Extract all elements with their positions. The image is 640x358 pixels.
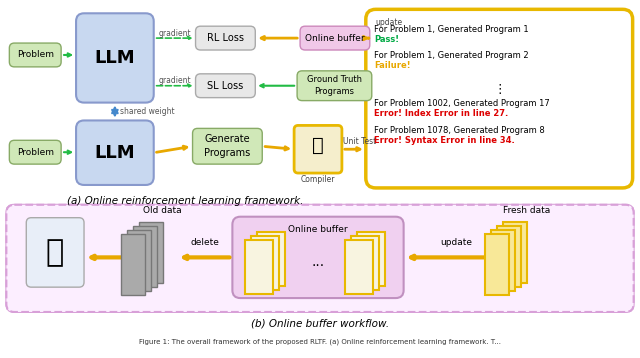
FancyBboxPatch shape — [196, 26, 255, 50]
Text: For Problem 1002, Generated Program 17: For Problem 1002, Generated Program 17 — [374, 98, 550, 108]
FancyBboxPatch shape — [133, 226, 157, 287]
FancyBboxPatch shape — [232, 217, 404, 298]
Text: delete: delete — [190, 238, 219, 247]
Text: Error! Syntax Error in line 34.: Error! Syntax Error in line 34. — [374, 136, 515, 145]
FancyBboxPatch shape — [351, 236, 379, 290]
Text: Online buffer: Online buffer — [288, 224, 348, 234]
Text: gradient: gradient — [158, 29, 191, 38]
FancyBboxPatch shape — [193, 129, 262, 164]
Text: 🗑️: 🗑️ — [46, 238, 64, 267]
Text: Programs: Programs — [204, 148, 250, 158]
FancyBboxPatch shape — [139, 222, 163, 283]
FancyBboxPatch shape — [6, 205, 634, 312]
FancyBboxPatch shape — [497, 226, 521, 287]
FancyBboxPatch shape — [121, 233, 145, 295]
Text: ⋮: ⋮ — [493, 83, 506, 96]
Text: RL Loss: RL Loss — [207, 33, 244, 43]
FancyBboxPatch shape — [6, 205, 634, 312]
Text: Old data: Old data — [143, 206, 182, 215]
Text: LLM: LLM — [95, 144, 135, 162]
FancyBboxPatch shape — [196, 74, 255, 98]
Text: Problem: Problem — [17, 148, 54, 157]
Text: LLM: LLM — [95, 49, 135, 67]
Text: update: update — [440, 238, 472, 247]
Text: SL Loss: SL Loss — [207, 81, 244, 91]
Text: Fresh data: Fresh data — [504, 206, 551, 215]
FancyBboxPatch shape — [76, 13, 154, 103]
FancyBboxPatch shape — [252, 236, 279, 290]
Text: Pass!: Pass! — [374, 35, 399, 44]
FancyBboxPatch shape — [127, 229, 151, 291]
FancyBboxPatch shape — [76, 120, 154, 185]
Text: Compiler: Compiler — [301, 174, 335, 184]
Text: update: update — [376, 18, 403, 27]
FancyBboxPatch shape — [345, 240, 372, 294]
FancyBboxPatch shape — [357, 232, 385, 286]
Text: Failure!: Failure! — [374, 61, 410, 70]
Text: For Problem 1, Generated Program 1: For Problem 1, Generated Program 1 — [374, 25, 529, 34]
FancyBboxPatch shape — [245, 240, 273, 294]
Text: 🤖: 🤖 — [312, 136, 324, 155]
Text: shared weight: shared weight — [120, 107, 175, 116]
Text: (a) Online reinforcement learning framework.: (a) Online reinforcement learning framew… — [67, 196, 304, 206]
Text: Unit Test: Unit Test — [343, 137, 376, 146]
FancyBboxPatch shape — [492, 229, 515, 291]
FancyBboxPatch shape — [297, 71, 372, 101]
FancyBboxPatch shape — [294, 125, 342, 173]
Text: (b) Online buffer workflow.: (b) Online buffer workflow. — [251, 319, 389, 329]
Text: Figure 1: The overall framework of the proposed RLTF. (a) Online reinforcement l: Figure 1: The overall framework of the p… — [139, 339, 501, 345]
Text: Online buffer: Online buffer — [305, 34, 365, 43]
Text: Problem: Problem — [17, 50, 54, 59]
Text: ...: ... — [312, 255, 324, 269]
FancyBboxPatch shape — [366, 9, 632, 188]
Text: Error! Index Error in line 27.: Error! Index Error in line 27. — [374, 108, 508, 117]
FancyBboxPatch shape — [26, 218, 84, 287]
Text: gradient: gradient — [158, 76, 191, 85]
Text: Generate: Generate — [205, 134, 250, 144]
FancyBboxPatch shape — [257, 232, 285, 286]
FancyBboxPatch shape — [300, 26, 370, 50]
FancyBboxPatch shape — [10, 43, 61, 67]
FancyBboxPatch shape — [485, 233, 509, 295]
Text: Programs: Programs — [314, 87, 355, 96]
Text: For Problem 1, Generated Program 2: For Problem 1, Generated Program 2 — [374, 51, 529, 60]
Text: For Problem 1078, Generated Program 8: For Problem 1078, Generated Program 8 — [374, 126, 545, 135]
FancyBboxPatch shape — [10, 140, 61, 164]
Text: Ground Truth: Ground Truth — [307, 75, 362, 84]
FancyBboxPatch shape — [503, 222, 527, 283]
